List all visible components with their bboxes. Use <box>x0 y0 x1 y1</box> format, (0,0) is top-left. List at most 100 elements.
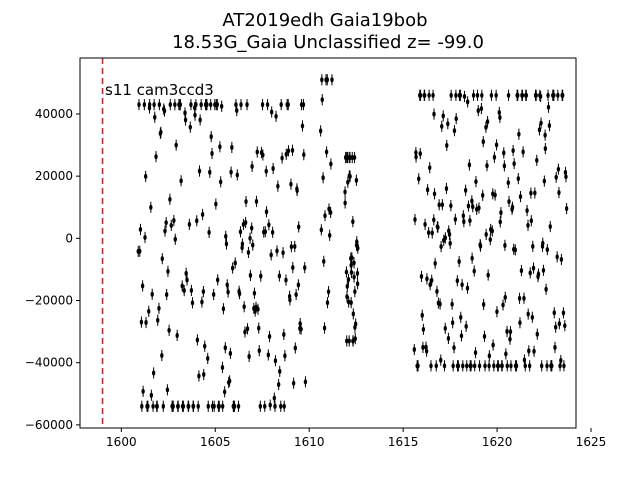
data-point <box>420 309 424 321</box>
data-point <box>527 345 531 357</box>
data-point <box>164 288 169 301</box>
point-marker <box>218 144 222 150</box>
point-marker <box>323 213 327 219</box>
point-marker <box>209 102 213 108</box>
point-marker <box>191 403 196 409</box>
point-marker <box>295 187 299 194</box>
data-point <box>424 345 429 357</box>
data-point <box>505 325 509 338</box>
point-marker <box>355 281 360 287</box>
point-marker <box>248 235 252 241</box>
point-marker <box>264 209 269 215</box>
point-marker <box>200 299 204 305</box>
data-point <box>480 89 484 101</box>
data-point <box>454 89 458 101</box>
point-marker <box>289 244 294 250</box>
point-marker <box>281 250 285 256</box>
point-marker <box>320 77 324 83</box>
point-marker <box>346 179 350 185</box>
data-point <box>324 146 329 158</box>
data-point <box>152 99 156 111</box>
point-marker <box>303 265 307 271</box>
point-marker <box>465 363 469 369</box>
data-point <box>349 266 354 279</box>
point-marker <box>330 77 334 83</box>
point-marker <box>245 102 249 108</box>
point-marker <box>447 231 452 237</box>
point-marker <box>152 102 156 108</box>
point-marker <box>282 403 286 409</box>
data-point <box>230 262 235 274</box>
data-point <box>526 308 530 320</box>
data-point <box>160 253 164 265</box>
point-marker <box>460 282 464 288</box>
data-point <box>255 146 259 158</box>
point-marker <box>421 326 426 332</box>
data-point <box>277 270 282 282</box>
data-point <box>427 89 431 101</box>
point-marker <box>178 102 183 108</box>
data-point <box>243 216 248 229</box>
point-marker <box>232 403 237 409</box>
point-marker <box>260 102 265 108</box>
data-point <box>564 171 568 183</box>
data-point <box>269 249 273 261</box>
data-point <box>218 141 222 153</box>
point-marker <box>267 222 271 228</box>
point-marker <box>248 272 253 279</box>
point-marker <box>541 267 546 273</box>
point-marker <box>525 207 529 214</box>
point-marker <box>246 249 251 256</box>
point-marker <box>197 168 202 174</box>
data-point <box>165 384 170 396</box>
point-marker <box>147 308 151 314</box>
point-marker <box>175 332 179 339</box>
point-marker <box>350 255 354 261</box>
data-point <box>440 120 444 132</box>
data-point <box>189 99 193 111</box>
point-marker <box>531 265 536 271</box>
point-marker <box>164 291 169 298</box>
axis-ticks: 1600 1605 1610 1615 1620 1625 −60000 −40000 −200… <box>25 107 607 449</box>
data-point <box>553 341 557 354</box>
data-point <box>183 107 187 119</box>
point-marker <box>163 228 167 234</box>
point-marker <box>562 363 566 369</box>
data-point <box>450 298 454 310</box>
point-marker <box>200 211 205 218</box>
point-marker <box>485 163 489 169</box>
point-marker <box>144 319 148 326</box>
point-marker <box>272 395 277 401</box>
data-point <box>465 96 470 108</box>
data-point <box>525 204 529 217</box>
data-point <box>431 89 435 101</box>
data-point <box>346 296 351 308</box>
point-marker <box>188 124 192 130</box>
data-point <box>203 340 207 352</box>
data-point <box>284 274 288 286</box>
point-marker <box>470 255 474 261</box>
point-marker <box>453 216 458 222</box>
data-point <box>238 226 243 238</box>
point-marker <box>291 264 295 271</box>
point-marker <box>137 102 141 108</box>
point-marker <box>220 364 225 371</box>
point-marker <box>559 256 564 263</box>
point-marker <box>221 306 226 312</box>
data-point <box>463 184 468 196</box>
data-point <box>555 251 559 263</box>
point-marker <box>157 305 161 311</box>
data-point <box>498 216 502 228</box>
point-marker <box>318 128 323 134</box>
point-marker <box>526 311 530 317</box>
data-point <box>479 102 484 115</box>
point-marker <box>471 204 475 210</box>
point-marker <box>247 353 251 360</box>
point-marker <box>261 152 265 158</box>
point-marker <box>518 194 523 200</box>
point-marker <box>529 190 533 196</box>
point-marker <box>343 189 347 195</box>
point-marker <box>522 295 526 301</box>
point-marker <box>326 289 331 295</box>
data-point <box>559 253 564 266</box>
